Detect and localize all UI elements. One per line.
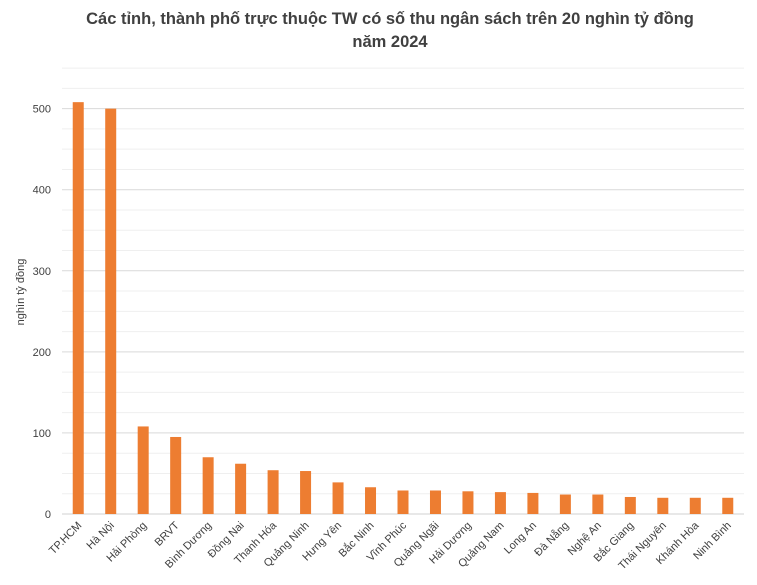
bar [365,487,377,514]
bar [267,470,279,514]
y-axis-label: nghìn tỷ đồng [15,259,27,326]
x-tick-label: Hà Nội [85,520,117,552]
x-tick-label: TP.HCM [47,520,84,557]
bar [137,426,149,514]
y-tick-label: 500 [33,104,51,116]
bar [722,497,734,514]
bar [332,482,344,514]
bars [72,102,734,515]
y-tick-label: 0 [45,509,51,521]
y-tick-labels: 0 100 200 300 400 500 [33,104,51,521]
x-tick-label: BRVT [153,519,182,548]
bar [429,490,441,514]
chart-title-line-2: năm 2024 [352,33,428,51]
bar [689,497,701,514]
bar [559,494,571,514]
bar [397,490,409,514]
bar [235,463,247,514]
bar [462,491,474,514]
bar [170,436,182,514]
bar [657,497,669,514]
bar [494,492,506,514]
x-tick-label: Đà Nẵng [532,519,572,559]
bar [202,457,214,514]
y-tick-label: 100 [33,428,51,440]
y-tick-label: 200 [33,347,51,359]
bar [527,492,539,514]
bar [72,102,84,515]
chart-title-line-1: Các tỉnh, thành phố trực thuộc TW có số … [86,10,694,28]
y-tick-label: 300 [33,266,51,278]
bar [300,471,312,514]
bar [624,496,636,514]
gridlines [62,67,744,495]
bar [105,108,117,515]
y-tick-label: 400 [33,185,51,197]
bar [592,494,604,514]
